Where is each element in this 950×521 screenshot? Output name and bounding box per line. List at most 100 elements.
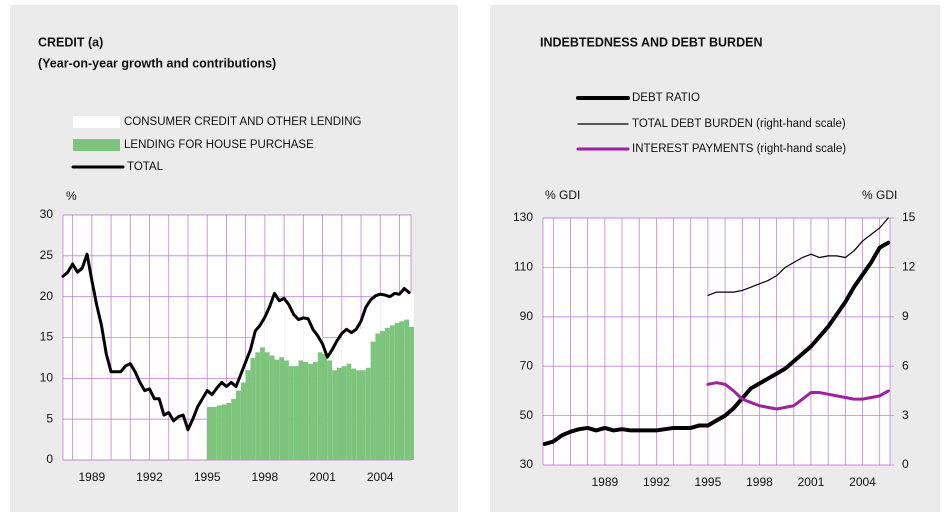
plot-area [542, 217, 891, 466]
x-tick-label: 1995 [194, 470, 221, 484]
line-series [542, 240, 891, 446]
bar [356, 370, 362, 460]
y-tick-label: 110 [514, 260, 533, 274]
x-tick-label: 1998 [746, 475, 773, 489]
bar [250, 349, 256, 358]
bar [332, 349, 337, 371]
bar [288, 366, 294, 460]
bar [341, 366, 347, 460]
bar [308, 363, 313, 460]
bar [365, 367, 371, 460]
bar [389, 296, 395, 326]
y2-tick-label: 6 [902, 358, 909, 372]
bar [226, 386, 232, 403]
bar [389, 325, 395, 460]
y-tick-label: 10 [40, 371, 54, 385]
x-tick-label: 1992 [643, 475, 670, 489]
bar [322, 353, 328, 460]
bar [236, 386, 241, 391]
bar [375, 333, 381, 460]
line-series [61, 252, 411, 432]
y2-tick-label: 9 [902, 309, 909, 323]
bar [245, 362, 251, 371]
y2-tick-label: 12 [902, 260, 916, 274]
y2-tick-label: 15 [902, 210, 916, 224]
bar [212, 406, 217, 460]
bar [336, 367, 342, 460]
bar [394, 322, 400, 460]
bar [385, 327, 390, 460]
bar [260, 347, 265, 460]
legend-swatch [73, 139, 120, 151]
bar [284, 360, 289, 460]
bar [216, 405, 222, 460]
bar [370, 341, 376, 460]
bar [279, 357, 285, 460]
y-axis-label: % [66, 189, 77, 203]
bar [269, 355, 275, 460]
bar [298, 319, 304, 361]
y-axis-label: % GDI [545, 188, 580, 202]
bar [207, 390, 213, 407]
y-tick-label: 30 [520, 457, 534, 471]
bar [250, 357, 256, 460]
y-tick-label: 50 [520, 408, 534, 422]
bar [293, 314, 299, 367]
bar [264, 317, 270, 353]
bar [341, 333, 347, 367]
bar [260, 325, 265, 348]
bar [404, 319, 410, 460]
bar [255, 352, 261, 460]
x-tick-label: 1995 [695, 475, 722, 489]
y2-tick-label: 0 [902, 457, 909, 471]
bar [404, 288, 410, 320]
bar [399, 321, 405, 460]
bar [346, 363, 352, 460]
bar [312, 329, 318, 362]
bar [236, 390, 241, 460]
x-tick-label: 1998 [252, 470, 279, 484]
bar [216, 388, 222, 406]
bar [312, 362, 318, 460]
line-series [706, 381, 890, 411]
x-tick-label: 1989 [591, 475, 618, 489]
bar [240, 374, 246, 383]
legend-label: TOTAL DEBT BURDEN (right-hand scale) [632, 118, 846, 130]
bar [380, 294, 386, 331]
bar [255, 330, 261, 353]
bar [298, 360, 304, 460]
y-tick-label: 15 [40, 330, 54, 344]
bar [336, 340, 342, 368]
legend-label: CONSUMER CREDIT AND OTHER LENDING [124, 116, 362, 128]
bar [221, 382, 227, 405]
legend-label: LENDING FOR HOUSE PURCHASE [124, 139, 314, 151]
bar [356, 329, 362, 371]
bar [240, 382, 246, 460]
y-tick-label: 20 [40, 289, 54, 303]
bar [274, 293, 280, 360]
bar [279, 300, 285, 358]
bar [361, 370, 366, 460]
y-tick-label: 130 [513, 210, 533, 224]
bar [308, 318, 313, 364]
chart-subtitle: (Year-on-year growth and contributions) [38, 56, 276, 70]
chart-title: CREDIT (a) [38, 35, 103, 49]
line-series [707, 217, 889, 296]
bar [288, 304, 294, 367]
y-tick-label: 5 [46, 411, 53, 425]
bar [221, 404, 227, 460]
bar [274, 359, 280, 460]
bar [212, 394, 217, 407]
bar [226, 402, 232, 460]
bar [351, 332, 357, 369]
x-tick-label: 2001 [309, 470, 336, 484]
y-tick-label: 90 [520, 309, 534, 323]
bar [351, 368, 357, 460]
bar [399, 294, 405, 322]
bar [231, 382, 237, 399]
chart-title: INDEBTEDNESS AND DEBT BURDEN [540, 35, 762, 49]
bar [207, 406, 213, 460]
bar [375, 295, 381, 334]
bar [303, 362, 309, 460]
